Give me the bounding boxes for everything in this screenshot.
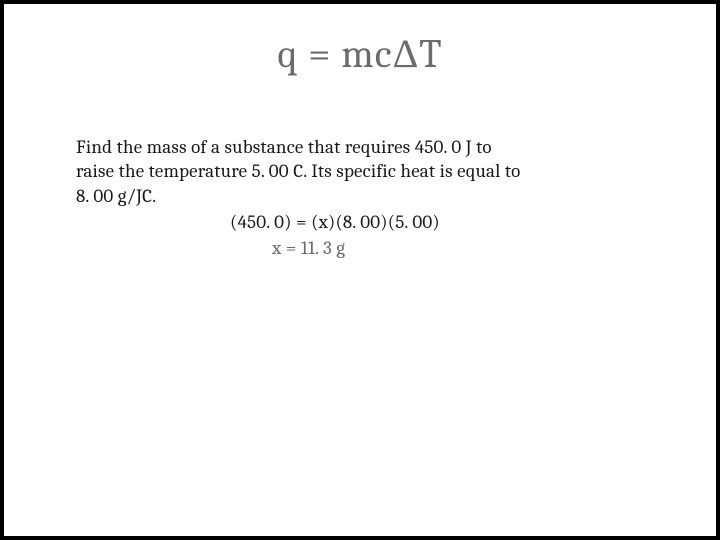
slide: q = mcΔT Find the mass of a substance th… <box>4 4 716 536</box>
problem-text-line2: raise the temperature 5. 00 C. Its speci… <box>76 159 656 183</box>
equation-line: (450. 0) = (x)(8. 00)(5. 00) <box>76 210 656 234</box>
formula-title: q = mcΔT <box>64 30 656 77</box>
problem-text-line1: Find the mass of a substance that requir… <box>76 135 656 159</box>
problem-text-line3: 8. 00 g/JC. <box>76 184 656 208</box>
answer-line: x = 11. 3 g <box>76 236 656 260</box>
